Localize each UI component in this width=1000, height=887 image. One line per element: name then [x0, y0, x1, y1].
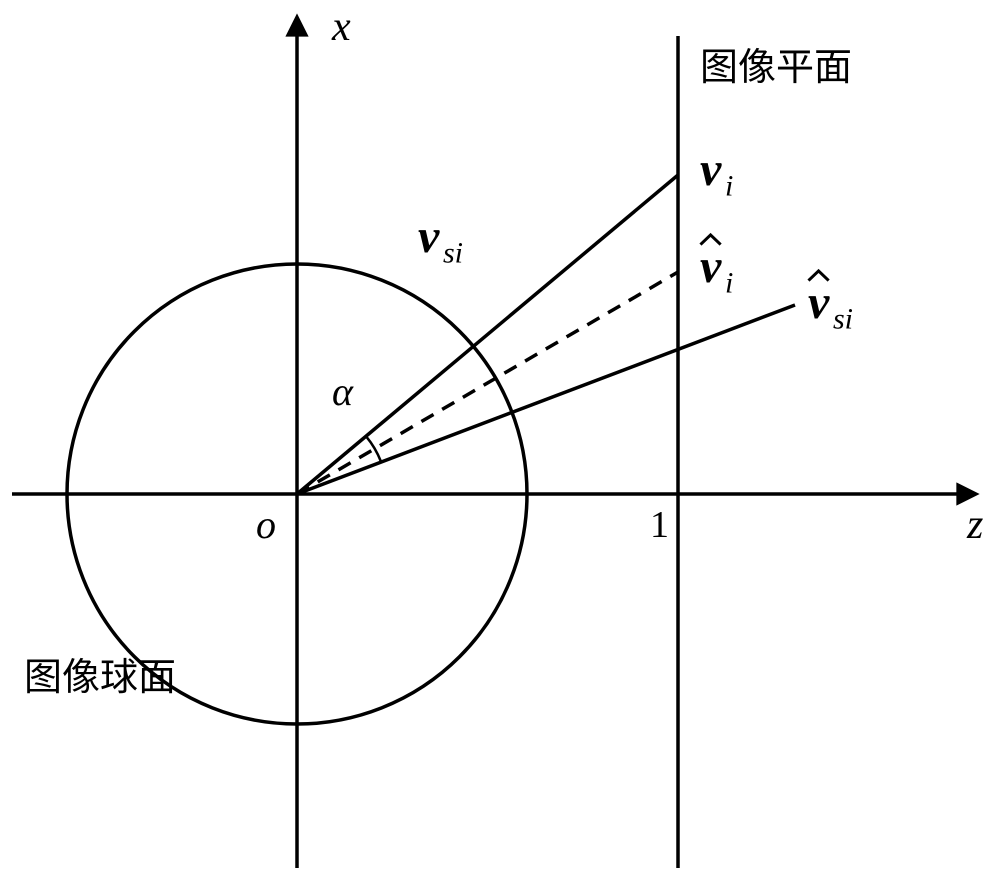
- svg-text:si: si: [833, 303, 853, 336]
- svg-text:v: v: [418, 210, 440, 263]
- z-axis-label: z: [966, 502, 983, 548]
- svg-text:v: v: [808, 276, 830, 329]
- origin-label: o: [256, 502, 276, 547]
- image-sphere-label: 图像球面: [24, 657, 176, 699]
- background: [0, 0, 1000, 887]
- svg-text:v: v: [700, 240, 722, 293]
- x-axis-label: x: [331, 4, 351, 50]
- angle-alpha-label: α: [332, 369, 354, 414]
- svg-text:i: i: [725, 267, 733, 300]
- svg-text:si: si: [443, 237, 463, 270]
- svg-text:i: i: [725, 170, 733, 203]
- svg-text:v: v: [700, 143, 722, 196]
- image-plane-label: 图像平面: [700, 47, 852, 89]
- unit-one-label: 1: [650, 504, 669, 546]
